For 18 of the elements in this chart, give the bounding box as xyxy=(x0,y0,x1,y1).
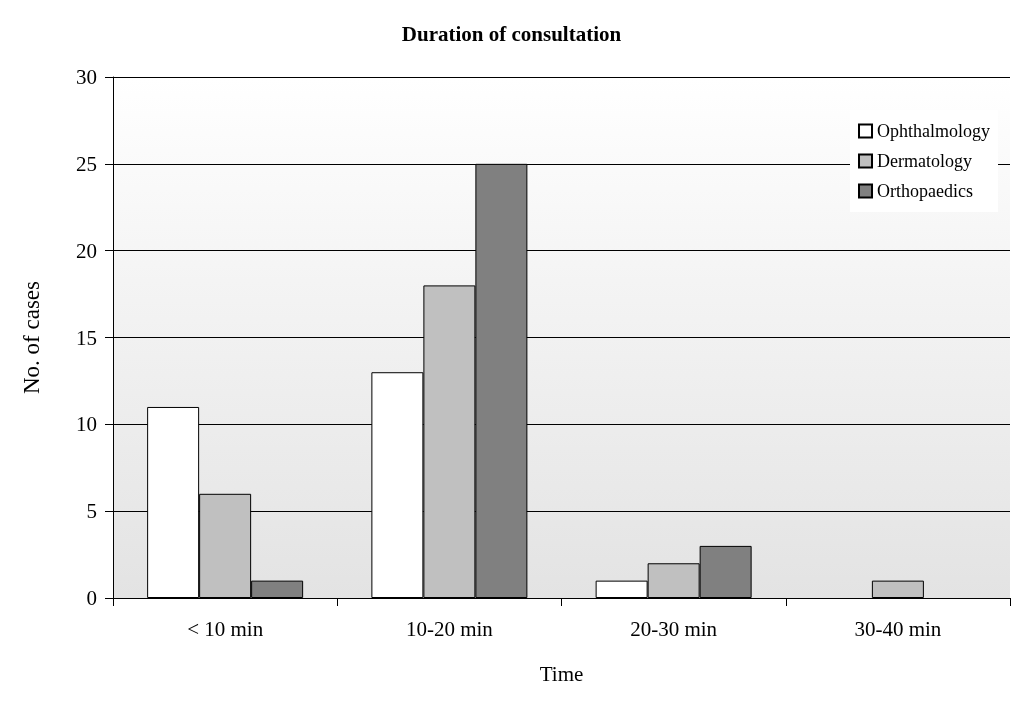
y-tick-label: 20 xyxy=(76,238,97,263)
y-axis-title: No. of cases xyxy=(19,280,44,395)
legend-label: Ophthalmology xyxy=(877,121,991,141)
y-tick-label: 5 xyxy=(86,499,97,524)
y-tick-label: 25 xyxy=(76,151,97,176)
x-axis-title: Time xyxy=(539,661,584,686)
legend-label: Orthopaedics xyxy=(877,181,973,201)
y-tick-label: 15 xyxy=(76,325,97,350)
y-tick-label: 0 xyxy=(86,586,97,610)
legend-label: Dermatology xyxy=(877,151,972,171)
x-tick-label: 20-30 min xyxy=(630,616,718,641)
bar xyxy=(871,580,924,598)
x-tick-label: < 10 min xyxy=(187,616,264,641)
chart-title: Duration of consultation xyxy=(401,21,622,46)
y-tick-label: 30 xyxy=(76,65,97,89)
y-tick-label: 10 xyxy=(76,412,97,437)
x-tick-label: 10-20 min xyxy=(405,616,494,641)
x-tick-label: 30-40 min xyxy=(854,616,942,641)
